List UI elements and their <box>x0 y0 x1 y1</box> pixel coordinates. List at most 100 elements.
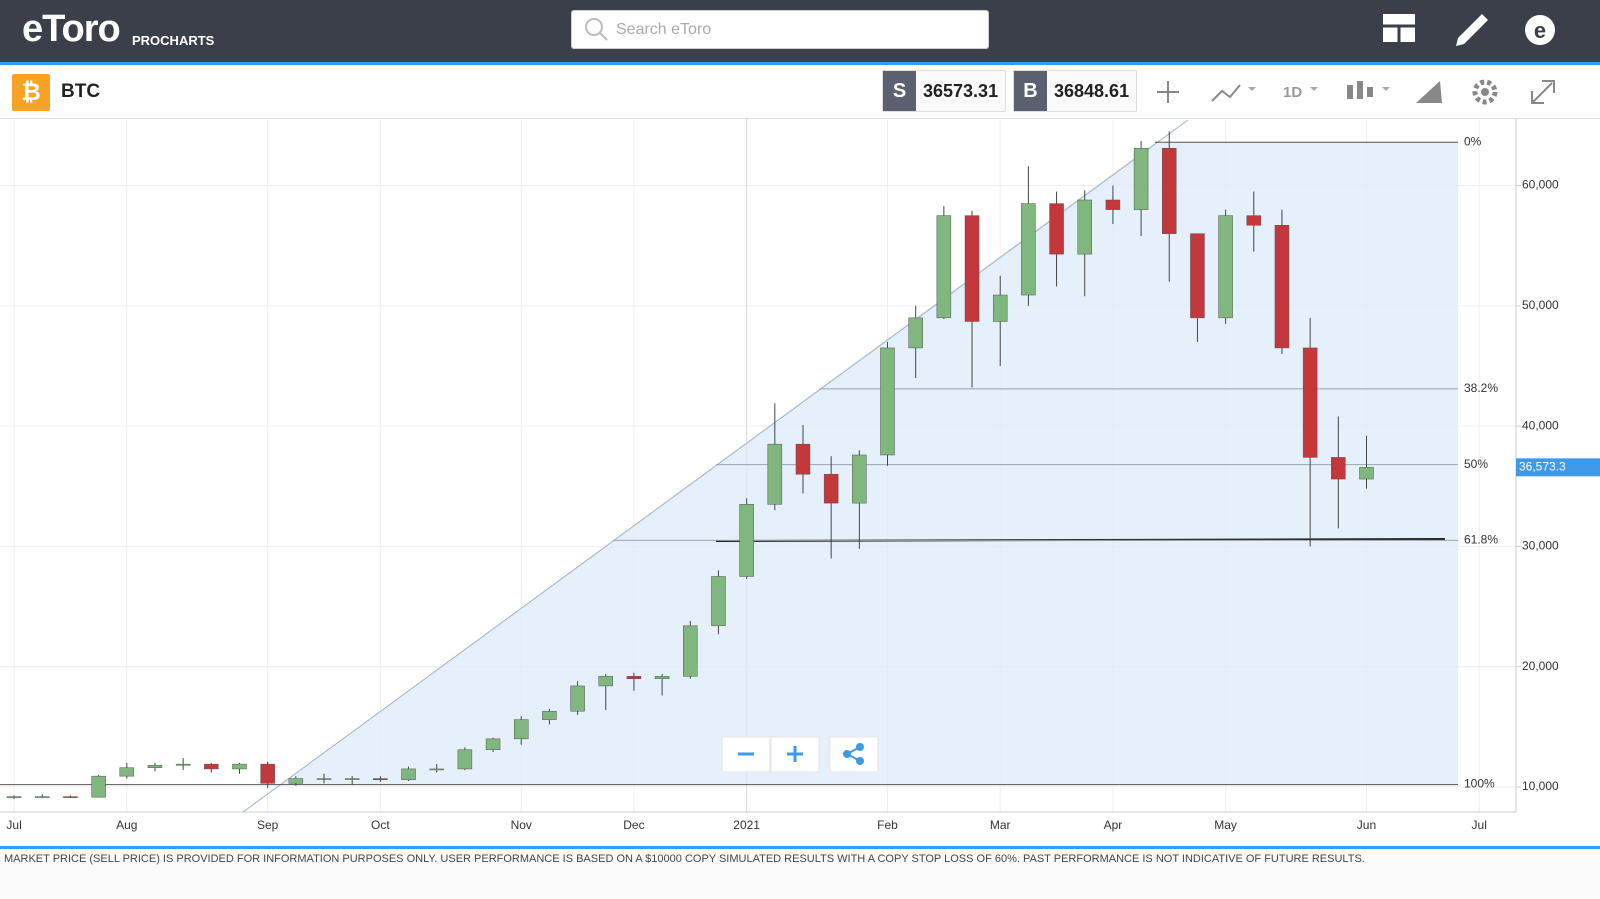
footer: MARKET PRICE (SELL PRICE) IS PROVIDED FO… <box>0 846 1600 899</box>
candle-body <box>1049 203 1064 255</box>
candle-body <box>1105 199 1121 210</box>
candle-body <box>513 719 529 740</box>
y-tick-label: 20,000 <box>1522 659 1559 673</box>
x-tick-label: Jul <box>1472 818 1487 832</box>
fib-label: 100% <box>1464 777 1495 791</box>
x-tick-label: Dec <box>623 818 644 832</box>
candle-body <box>1162 148 1177 234</box>
candle-body <box>1021 203 1036 296</box>
zoom-controls <box>721 736 879 773</box>
candle-body <box>823 473 839 504</box>
candle-body <box>1274 224 1290 349</box>
candle-body <box>767 443 783 505</box>
candle-body <box>1331 457 1346 480</box>
fib-label: 38.2% <box>1464 381 1498 395</box>
chart: 10,000 20,000 30,000 40,000 50,000 60,000 Jul A… <box>0 118 1600 832</box>
candle-body <box>147 765 163 768</box>
candle-body <box>91 775 106 798</box>
share-dot <box>856 743 864 751</box>
interval[interactable]: 1D <box>1283 84 1303 101</box>
x-tick-label: Nov <box>511 818 532 832</box>
candle-body <box>964 215 980 322</box>
candle-body <box>63 796 78 798</box>
candle-body <box>908 317 923 349</box>
candle-body <box>683 625 698 677</box>
candle-body <box>739 504 754 577</box>
candle-body <box>204 763 219 770</box>
candle-body <box>711 576 726 627</box>
candle-body <box>626 676 642 679</box>
x-tick-label: Jul <box>6 818 21 832</box>
y-tick-label: 60,000 <box>1522 178 1559 192</box>
candle-body <box>795 443 811 475</box>
y-tick-label: 10,000 <box>1522 779 1559 793</box>
candle-body <box>35 796 50 798</box>
candle-body <box>260 763 275 784</box>
last-price-label: 36,573.3 <box>1519 460 1566 474</box>
candle-body <box>288 778 304 784</box>
candle-body <box>936 215 952 319</box>
x-tick-label: May <box>1214 818 1237 832</box>
x-tick-label: Jun <box>1357 818 1376 832</box>
candle-body <box>1133 148 1149 210</box>
header-icons[interactable]: e <box>1380 8 1580 58</box>
x-tick-label: Aug <box>116 818 137 832</box>
svg-text:e: e <box>1534 18 1546 43</box>
candle-body <box>373 778 388 781</box>
candle-body <box>232 763 247 770</box>
candle-body <box>1246 215 1262 226</box>
y-tick-label: 30,000 <box>1522 539 1559 553</box>
x-tick-label: Sep <box>257 818 279 832</box>
candle-body <box>485 738 501 750</box>
candle-body <box>880 347 895 456</box>
plus-icon <box>787 746 803 762</box>
candle-body <box>457 749 473 770</box>
candle-body <box>119 767 135 777</box>
buy-label: B <box>1014 71 1047 111</box>
candle-body <box>1190 233 1205 319</box>
fib-label: 0% <box>1464 134 1482 148</box>
share-button[interactable] <box>829 736 879 773</box>
candle-body <box>1302 347 1318 458</box>
symbol: BTC <box>61 81 101 102</box>
sell-button[interactable]: S 36573.31 <box>882 70 1006 112</box>
search-icon <box>585 18 608 41</box>
candle-body <box>344 778 360 780</box>
logo[interactable]: eToro <box>22 8 121 50</box>
candle-body <box>570 685 585 712</box>
candle-body <box>1077 199 1092 255</box>
candle-body <box>316 778 332 780</box>
fib-label: 61.8% <box>1464 533 1498 547</box>
x-tick-label: 2021 <box>733 818 760 832</box>
toolbar-icons[interactable] <box>1140 65 1600 118</box>
x-tick-label: Apr <box>1104 818 1123 832</box>
disclaimer: MARKET PRICE (SELL PRICE) IS PROVIDED FO… <box>4 853 1365 865</box>
candle-body <box>1359 467 1374 480</box>
share-dot <box>843 750 851 758</box>
candle-body <box>6 796 22 799</box>
x-tick-label: Oct <box>371 818 390 832</box>
coin-icon: ₿ <box>12 74 50 111</box>
candle-body <box>654 676 670 679</box>
search-placeholder: Search eToro <box>616 21 712 38</box>
candle-body <box>542 710 557 720</box>
sell-price: 36573.31 <box>923 81 999 101</box>
x-tick-label: Feb <box>877 818 898 832</box>
candle-body <box>852 454 867 504</box>
last-price-tag <box>1516 458 1600 477</box>
candle-body <box>175 763 191 766</box>
fib-label: 50% <box>1464 457 1488 471</box>
candle-body <box>429 768 444 771</box>
candle-body <box>401 768 416 781</box>
toolbar: ₿ BTC S 36573.31 B 36848.61 1D <box>0 65 1600 119</box>
header: eToro PROCHARTS Search eToro e <box>0 0 1600 65</box>
buy-button[interactable]: B 36848.61 <box>1013 70 1137 112</box>
x-tick-label: Mar <box>990 818 1011 832</box>
sell-label: S <box>883 71 916 111</box>
y-tick-label: 50,000 <box>1522 298 1559 312</box>
fib-area <box>280 142 1458 785</box>
search-box[interactable]: Search eToro <box>571 10 989 49</box>
share-dot <box>856 757 864 765</box>
product-name: PROCHARTS <box>132 33 215 48</box>
